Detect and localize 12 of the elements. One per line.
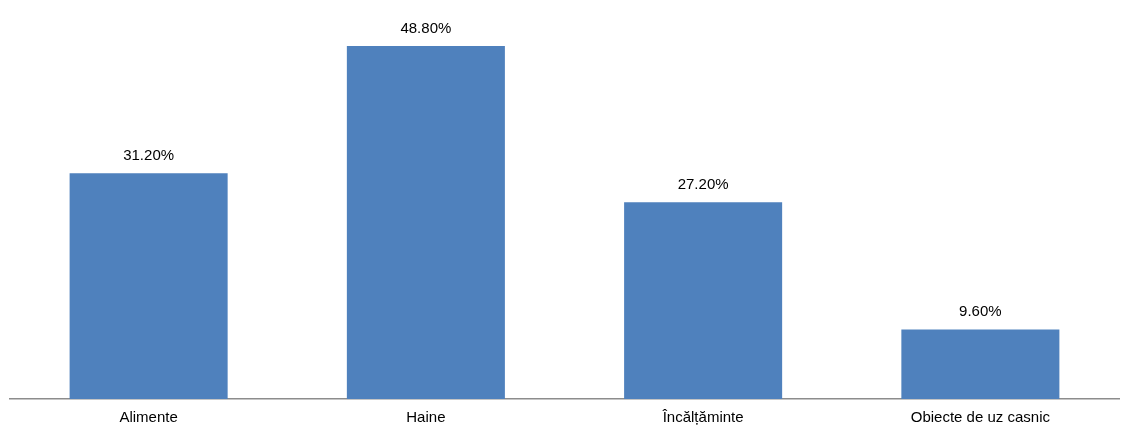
x-tick-label: Alimente [119,408,178,426]
x-tick-label: Haine [406,408,446,426]
data-label: 48.80% [400,18,452,36]
bar [624,202,783,399]
bar [901,329,1060,399]
bar [69,173,228,399]
bar [346,46,505,399]
data-label: 31.20% [123,145,175,163]
data-label: 9.60% [959,302,1002,320]
x-tick-label: Încălțăminte [661,408,744,426]
x-tick-label: Obiecte de uz casnic [910,408,1051,426]
data-label: 27.20% [677,174,729,192]
